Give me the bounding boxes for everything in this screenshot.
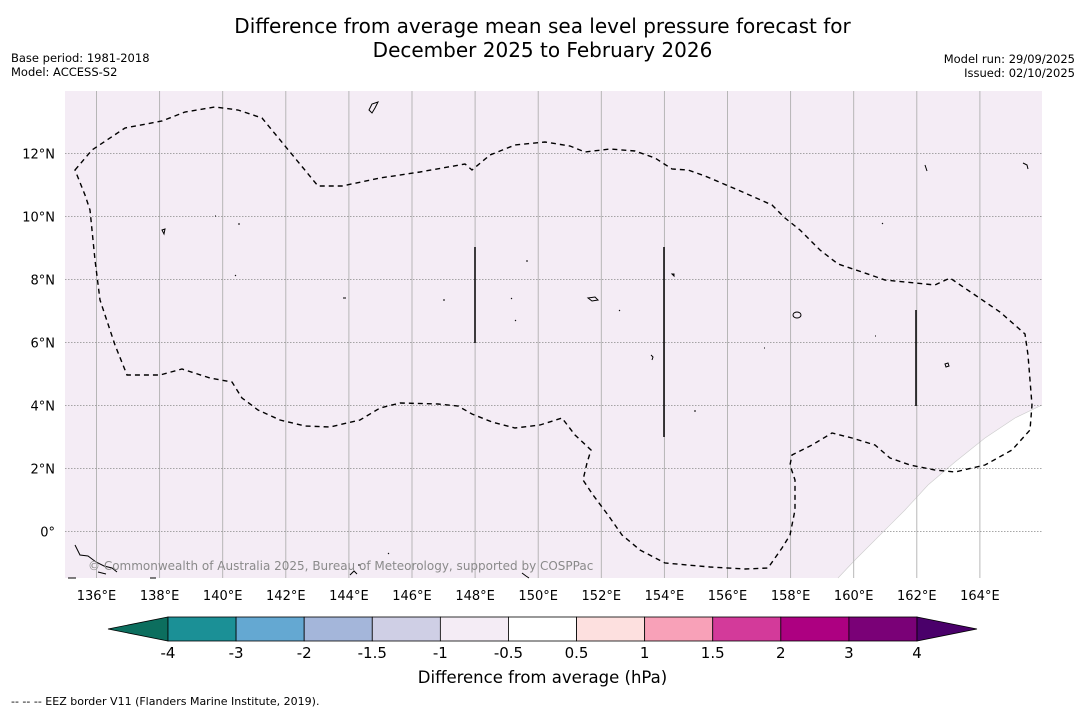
model-run: Model run: 29/09/2025 (943, 52, 1075, 66)
longitude-labels: 136°E 138°E 140°E 142°E 144°E 146°E 148°E 150°E… (77, 589, 1000, 604)
lat-label: 10°N (22, 211, 55, 226)
colorbar-tick-labels: -4 -3 -2 -1.5 -1 -0.5 0.5 1 1.5 2 3 4 (161, 644, 922, 662)
colorbar-segment (371, 616, 441, 642)
latitude-gridlines (65, 153, 1042, 532)
colorbar-segment (235, 616, 305, 642)
colorbar-tick-label: -3 (229, 644, 244, 662)
lon-label: 150°E (518, 589, 558, 604)
colorbar-tick-label: -1 (433, 644, 448, 662)
colorbar-extend-low (107, 616, 169, 642)
lat-label: 6°N (31, 337, 56, 352)
island-m (881, 222, 884, 225)
island-i (944, 362, 950, 368)
map-title: Difference from average mean sea level p… (0, 14, 1085, 62)
lon-label: 144°E (329, 589, 369, 604)
island-b (234, 274, 237, 277)
colorbar-segment (848, 616, 918, 642)
lon-label: 140°E (203, 589, 243, 604)
island-chuuk (586, 296, 600, 302)
colorbar-segment (439, 616, 509, 642)
neutral-region (838, 405, 1042, 578)
island-palau (161, 228, 166, 236)
island-guam (368, 101, 379, 114)
lon-label: 146°E (392, 589, 432, 604)
lon-label: 154°E (645, 589, 685, 604)
lon-label: 160°E (834, 589, 874, 604)
lat-label: 12°N (22, 148, 55, 163)
colorbar-tick-label: -1.5 (358, 644, 387, 662)
colorbar-tick-label: 2 (776, 644, 786, 662)
colorbar-tick-label: -4 (161, 644, 176, 662)
issued-date: Issued: 02/10/2025 (964, 66, 1075, 80)
colorbar-segment (576, 616, 646, 642)
lon-label: 152°E (582, 589, 622, 604)
colorbar-segments (167, 616, 918, 642)
base-period: Base period: 1981-2018 (11, 51, 150, 65)
colorbar-segment (644, 616, 714, 642)
map-fill-region (65, 91, 1042, 578)
island-d (510, 297, 513, 300)
colorbar-tick-label: 4 (912, 644, 922, 662)
island-q (618, 309, 621, 312)
colorbar-title: Difference from average (hPa) (417, 668, 668, 687)
copyright-notice: © Commonwealth of Australia 2025, Bureau… (88, 559, 593, 573)
colorbar-segment (712, 616, 782, 642)
meta-right: Model run: 29/09/2025 Issued: 02/10/2025 (944, 52, 1075, 80)
colorbar-tick-label: -2 (297, 644, 312, 662)
lon-label: 142°E (266, 589, 306, 604)
colorbar-tick-label: 3 (844, 644, 854, 662)
colorbar-extend-high (916, 616, 978, 642)
island-pohnpei (792, 311, 802, 319)
png-coast (68, 544, 156, 579)
lon-label: 156°E (708, 589, 748, 604)
island-h (670, 273, 675, 278)
island-l (1022, 162, 1029, 170)
lon-label: 148°E (455, 589, 495, 604)
lon-label: 136°E (77, 589, 117, 604)
colorbar-segment (780, 616, 850, 642)
island-k (924, 164, 928, 172)
eez-footnote: -- -- -- EEZ border V11 (Flanders Marine… (11, 695, 320, 708)
colorbar-tick-label: 1 (640, 644, 650, 662)
colorbar-segment (167, 616, 237, 642)
lon-label: 158°E (771, 589, 811, 604)
islands (68, 101, 1029, 579)
neutral-region-edge (837, 404, 1043, 579)
title-line-2: December 2025 to February 2026 (372, 38, 713, 62)
lat-label: 8°N (31, 274, 56, 289)
lat-label: 4°N (31, 400, 56, 415)
colorbar-segment (508, 616, 577, 642)
island-r (349, 552, 390, 576)
meta-left: Base period: 1981-2018 Model: ACCESS-S2 (11, 51, 150, 79)
colorbar-tick-label: 1.5 (701, 644, 725, 662)
island-e (514, 319, 517, 322)
lat-label: 2°N (31, 463, 56, 478)
island-j (650, 354, 654, 361)
lon-label: 138°E (140, 589, 180, 604)
lon-label: 164°E (960, 589, 1000, 604)
eez-border (74, 106, 1033, 570)
colorbar-segment (303, 616, 373, 642)
model-name: Model: ACCESS-S2 (11, 65, 118, 79)
colorbar-tick-label: -0.5 (494, 644, 523, 662)
title-line-1: Difference from average mean sea level p… (234, 14, 851, 38)
map-area: © Commonwealth of Australia 2025, Bureau… (65, 91, 1043, 579)
colorbar-tick-label: 0.5 (565, 644, 589, 662)
island-s (521, 572, 530, 579)
lat-label: 0° (40, 526, 55, 541)
lon-label: 162°E (897, 589, 937, 604)
latitude-labels: 12°N 10°N 8°N 6°N 4°N 2°N 0° (22, 148, 55, 541)
colorbar: -4 -3 -2 -1.5 -1 -0.5 0.5 1 1.5 2 3 4 (107, 616, 978, 662)
